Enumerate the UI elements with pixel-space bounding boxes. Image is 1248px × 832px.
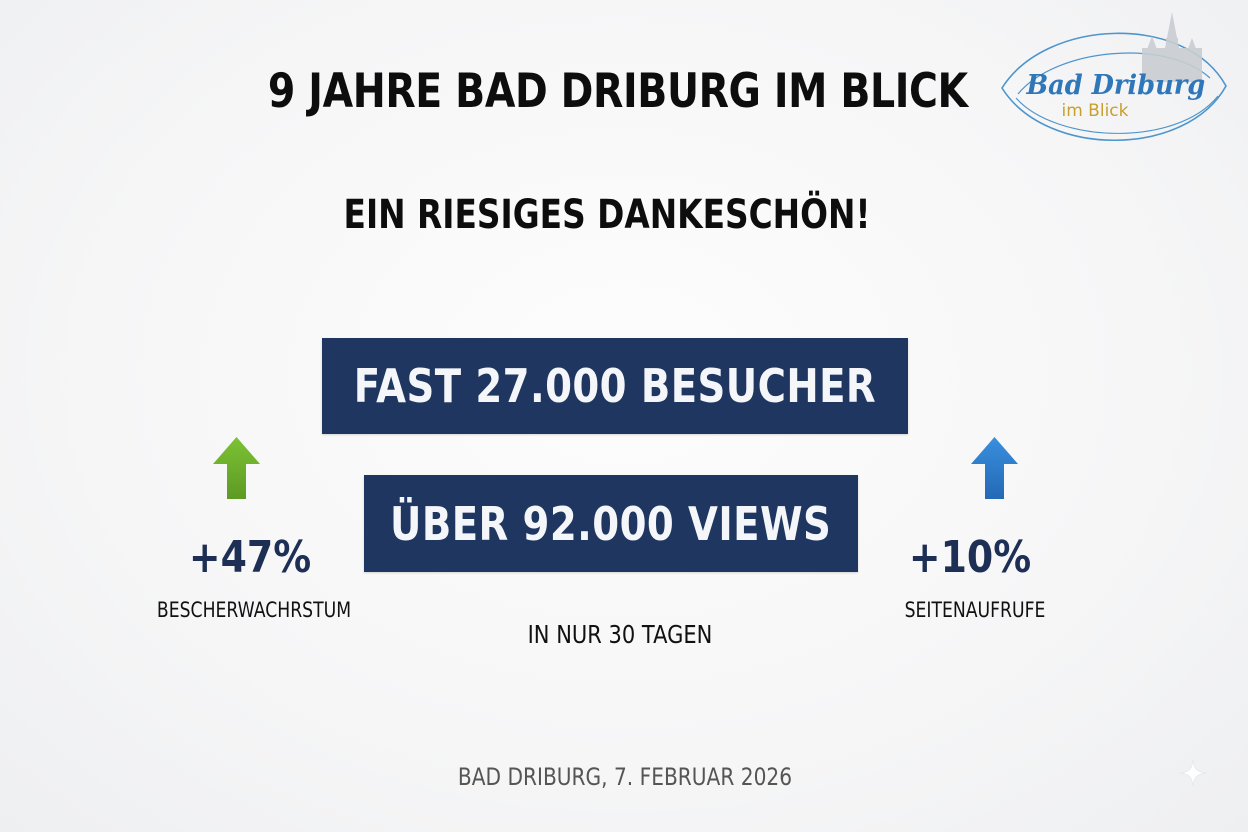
visitor-growth-label: BESCHERWACHRSTUM: [156, 598, 352, 622]
subtitle: EIN RIESIGES DANKESCHÖN!: [343, 192, 871, 238]
church-icon: [1142, 12, 1202, 82]
logo: [1001, 12, 1227, 142]
main-title: 9 JAHRE BAD DRIBURG IM BLICK: [267, 64, 968, 119]
views-banner-text: ÜBER 92.000 VIEWS: [390, 496, 832, 551]
visitors-banner: FAST 27.000 BESUCHER: [322, 338, 908, 434]
footer-date: BAD DRIBURG, 7. FEBRUAR 2026: [457, 763, 793, 791]
up-arrow-icon: [213, 437, 260, 499]
views-banner: ÜBER 92.000 VIEWS: [364, 475, 858, 572]
logo-text-sub: im Blick: [1061, 101, 1129, 121]
visitors-banner-text: FAST 27.000 BESUCHER: [353, 359, 877, 413]
sparkle-icon: [1179, 759, 1207, 787]
up-arrow-icon: [971, 437, 1018, 499]
pageview-growth-label: SEITENAUFRUFE: [904, 598, 1046, 622]
pageview-growth-value: +10%: [908, 532, 1032, 583]
period-text: IN NUR 30 TAGEN: [527, 620, 713, 649]
logo-text-main: Bad Driburg: [1026, 70, 1206, 101]
visitor-growth-value: +47%: [188, 532, 312, 583]
